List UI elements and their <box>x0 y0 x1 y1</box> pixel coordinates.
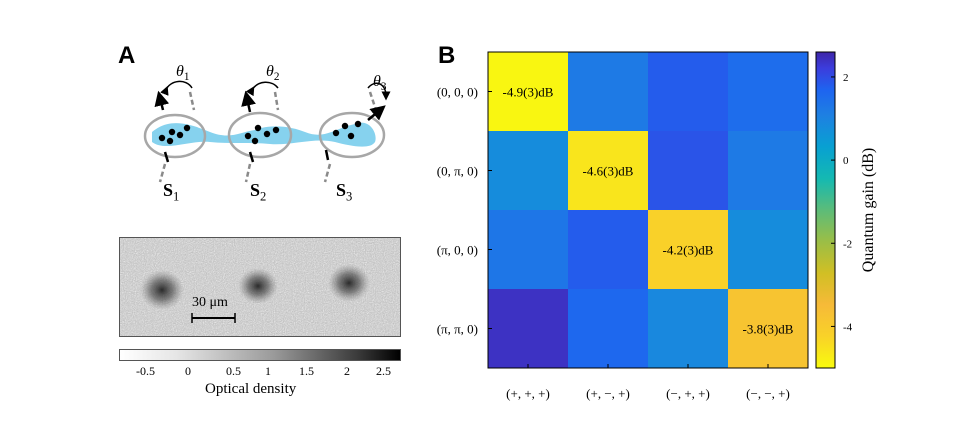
column-label: (+, +, +) <box>506 386 550 401</box>
heatmap-cell <box>488 210 568 289</box>
heatmap-cell <box>488 131 568 210</box>
column-label: (−, +, +) <box>666 386 710 401</box>
row-label: (π, π, 0) <box>437 322 478 337</box>
panel-b-label: B <box>438 42 456 69</box>
s-2-label: S2 <box>250 180 267 204</box>
od-tick: 0 <box>185 364 191 378</box>
heatmap-cell <box>568 131 648 210</box>
colorbar-label: Quantum gain (dB) <box>860 148 877 272</box>
s-1-label: S1 <box>163 180 180 204</box>
colorbar-tick-label: 2 <box>843 72 849 84</box>
od-tick: 1 <box>265 364 271 378</box>
cell-annotation: -4.6(3)dB <box>583 164 634 179</box>
heatmap-cell <box>568 52 648 131</box>
colorbar-tick-label: -2 <box>843 238 852 250</box>
heatmap-cell <box>648 52 728 131</box>
heatmap-cell <box>568 210 648 289</box>
od-tick: -0.5 <box>136 364 155 378</box>
od-tick: 2.5 <box>376 364 391 378</box>
column-label: (+, −, +) <box>586 386 630 401</box>
theta-1-label: θ1 <box>176 63 190 84</box>
theta-3-label: θ3 <box>373 73 387 94</box>
cell-annotation: -4.2(3)dB <box>663 243 714 258</box>
heatmap-cell <box>648 289 728 368</box>
s-3-label: S3 <box>336 180 353 204</box>
scale-bar-label: 30 μm <box>192 295 228 310</box>
colorbar-tick-label: -4 <box>843 321 853 333</box>
theta-2-label: θ2 <box>266 63 280 84</box>
optical-density-image: 30 μm <box>119 237 401 337</box>
od-tick: 1.5 <box>299 364 314 378</box>
od-colorbar-ticks: -0.5 0 0.5 1 1.5 2 2.5 <box>119 364 401 382</box>
cell-annotation: -4.9(3)dB <box>503 85 554 100</box>
optical-density-colorbar <box>119 349 401 361</box>
od-colorbar-label: Optical density <box>205 381 297 397</box>
heatmap-cell <box>488 52 568 131</box>
heatmap-cell <box>568 289 648 368</box>
heatmap-cell <box>648 210 728 289</box>
panel-a-label: A <box>118 42 136 69</box>
row-label: (π, 0, 0) <box>437 243 478 258</box>
heatmap-cell <box>728 210 808 289</box>
od-tick: 2 <box>344 364 350 378</box>
heatmap-cell <box>488 289 568 368</box>
quantum-gain-colorbar <box>815 51 836 369</box>
heatmap-cell <box>648 131 728 210</box>
row-label: (0, π, 0) <box>437 164 478 179</box>
atom-cloud-schematic <box>143 80 391 183</box>
cell-annotation: -3.8(3)dB <box>743 322 794 337</box>
heatmap-cell <box>728 289 808 368</box>
heatmap-cell <box>728 52 808 131</box>
heatmap-frame <box>487 51 809 369</box>
heatmap-cell <box>728 131 808 210</box>
column-label: (−, −, +) <box>746 386 790 401</box>
od-tick: 0.5 <box>226 364 241 378</box>
colorbar-tick-label: 0 <box>843 155 849 167</box>
row-label: (0, 0, 0) <box>437 85 478 100</box>
